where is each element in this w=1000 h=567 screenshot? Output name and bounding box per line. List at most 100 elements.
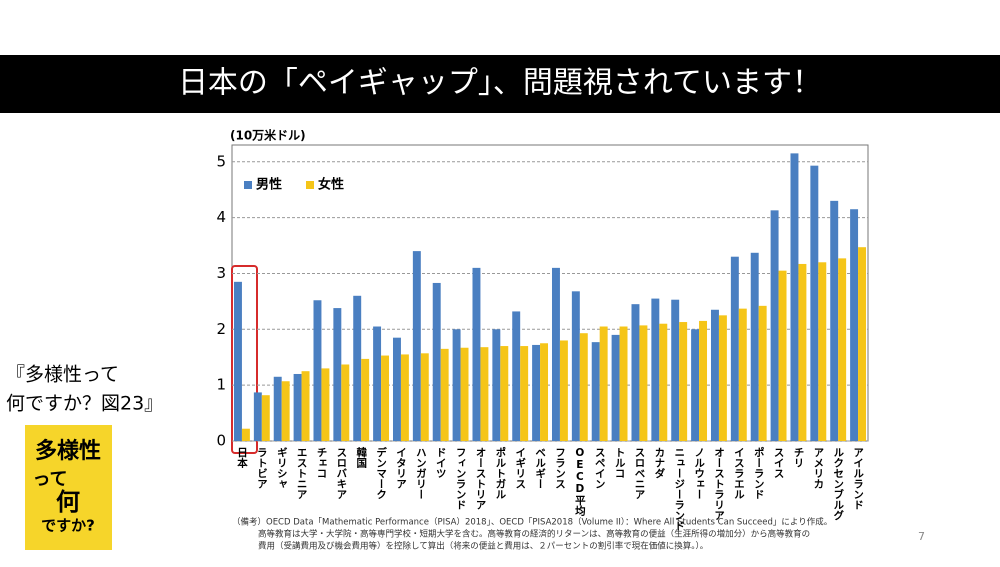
bar — [559, 340, 568, 441]
cover-title: 多様性 — [35, 438, 101, 464]
bar — [333, 308, 342, 441]
bar — [810, 165, 819, 441]
bar — [571, 291, 580, 441]
x-tick-label: イタリア — [395, 447, 407, 489]
x-tick-label: チリ — [792, 447, 804, 468]
bar — [639, 325, 648, 441]
bar — [540, 343, 549, 441]
bar — [341, 364, 350, 441]
page-number: 7 — [918, 530, 925, 543]
x-tick-label: イギリス — [514, 447, 526, 489]
slide-title: 日本の「ペイギャップ」、問題視されています！ — [178, 66, 822, 101]
legend-swatch — [244, 181, 252, 189]
bar — [520, 346, 529, 441]
y-tick-label: 1 — [216, 376, 226, 394]
x-tick-label: ラトビア — [256, 447, 268, 489]
legend-label: 男性 — [256, 177, 282, 193]
bar — [651, 298, 660, 441]
bar — [579, 333, 588, 441]
x-tick-label: ハンガリー — [415, 447, 427, 500]
bar — [281, 381, 290, 441]
bar — [679, 322, 688, 441]
bar — [321, 368, 330, 441]
x-tick-label: ポルトガル — [494, 446, 506, 499]
bar — [253, 392, 262, 441]
cover-title: 何 — [56, 488, 80, 516]
bar — [738, 308, 747, 441]
bar — [858, 247, 867, 441]
x-tick-label: フィンランド — [455, 447, 467, 510]
bar — [850, 209, 859, 441]
bar — [500, 346, 509, 441]
x-tick-label: OECD平均 — [574, 447, 586, 517]
bar — [710, 309, 719, 441]
bar — [392, 337, 401, 441]
highlight-box — [231, 265, 258, 454]
bar — [790, 153, 799, 441]
bar — [301, 371, 310, 441]
bar — [619, 326, 628, 441]
bar — [273, 376, 282, 441]
x-tick-label: 韓国 — [355, 446, 367, 469]
x-tick-label: 日本 — [236, 447, 248, 469]
x-tick-label: ニュージーランド — [673, 447, 685, 531]
x-tick-label: チェコ — [315, 447, 327, 479]
book-caption: 『多様性って — [6, 364, 119, 386]
bar — [412, 251, 421, 441]
y-tick-label: 0 — [216, 432, 226, 450]
x-tick-label: アイルランド — [852, 447, 864, 510]
bar — [373, 326, 382, 441]
bar — [591, 342, 600, 441]
bar — [631, 304, 640, 441]
bar — [730, 256, 739, 441]
x-tick-label: スイス — [773, 447, 785, 479]
x-tick-label: ベルギー — [534, 447, 546, 489]
bar — [381, 355, 390, 441]
bar — [551, 267, 560, 441]
x-tick-label: トルコ — [614, 447, 626, 479]
bar — [770, 210, 779, 441]
bar — [671, 299, 680, 441]
book-cover — [25, 425, 112, 550]
bar — [440, 348, 449, 441]
note: （備考）OECD Data「Mathematic Performance（PIS… — [232, 517, 832, 528]
bar — [778, 270, 787, 441]
x-tick-label: イスラエル — [733, 447, 745, 500]
bar — [233, 281, 242, 441]
bar — [691, 329, 700, 441]
note: 費用（受講費用及び機会費用等）を控除して算出（将来の便益と費用は、２パーセントの… — [258, 541, 708, 552]
x-tick-label: オーストラリア — [713, 447, 725, 521]
bar — [472, 267, 481, 441]
bar — [718, 315, 727, 441]
bar — [353, 295, 362, 441]
x-tick-label: アメリカ — [812, 447, 824, 489]
bar — [261, 395, 270, 441]
x-tick-label: オーストリア — [474, 447, 486, 510]
y-tick-label: 3 — [216, 264, 226, 282]
bar — [241, 428, 250, 441]
bar — [452, 329, 461, 441]
bar — [460, 347, 469, 441]
x-tick-label: カナダ — [653, 447, 665, 479]
bar — [361, 358, 370, 441]
x-tick-label: エストニア — [296, 447, 308, 500]
x-tick-label: ギリシャ — [276, 446, 288, 489]
cover-title: って — [32, 469, 67, 490]
bar — [830, 200, 839, 441]
bar — [659, 323, 668, 441]
legend-label: 女性 — [318, 177, 344, 193]
y-tick-label: 5 — [216, 152, 226, 170]
book-caption: 何ですか？図23』 — [6, 393, 163, 415]
x-tick-label: スロバキア — [335, 447, 347, 500]
bar — [599, 326, 608, 441]
x-tick-label: ドイツ — [435, 447, 447, 479]
x-tick-label: スロベニア — [633, 447, 645, 500]
bar — [758, 305, 767, 441]
bar — [532, 344, 541, 441]
bar — [611, 334, 620, 441]
bar — [293, 373, 302, 441]
bar — [798, 263, 807, 441]
bar — [818, 262, 827, 441]
